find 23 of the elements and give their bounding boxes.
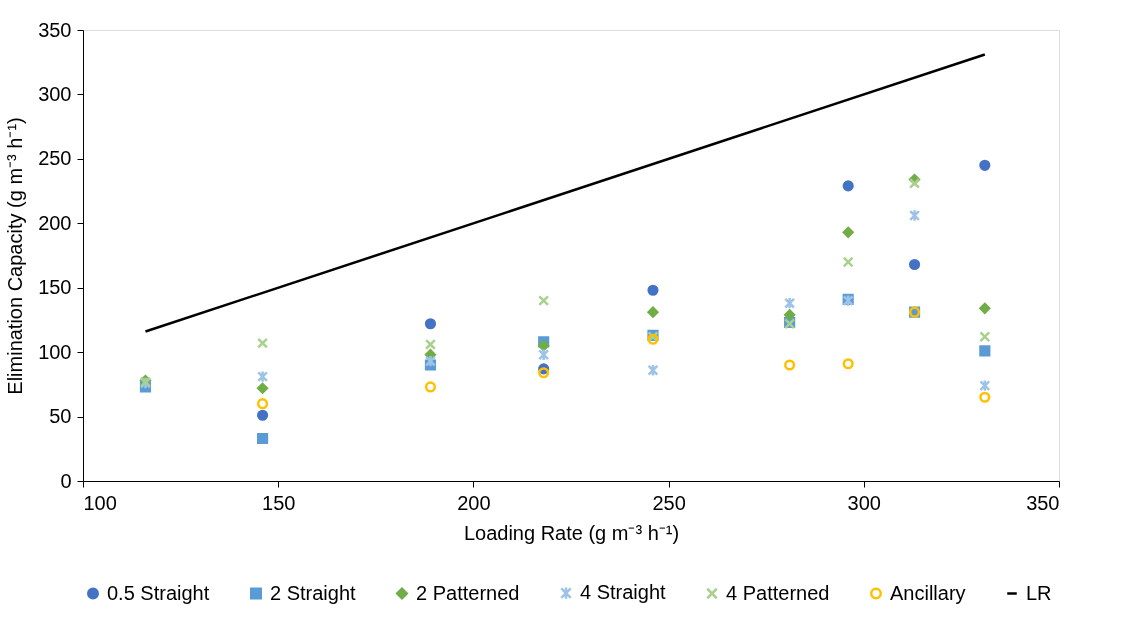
legend-label: 0.5 Straight bbox=[107, 581, 210, 604]
y-tick-label: 300 bbox=[38, 82, 72, 105]
x-tick-label: 350 bbox=[1026, 491, 1060, 514]
y-tick-label: 200 bbox=[38, 211, 72, 234]
legend-label: LR bbox=[1026, 581, 1052, 604]
x-tick-label: 100 bbox=[83, 491, 117, 514]
y-tick-label: 150 bbox=[38, 276, 72, 299]
y-tick-label: 100 bbox=[38, 340, 72, 363]
x-tick-label: 150 bbox=[262, 491, 296, 514]
y-tick-label: 0 bbox=[60, 469, 72, 492]
legend-label: Ancillary bbox=[890, 581, 966, 604]
y-tick-label: 250 bbox=[38, 147, 72, 170]
x-axis-title: Loading Rate (g m⁻³ h⁻¹) bbox=[463, 521, 680, 544]
y-tick-label: 50 bbox=[49, 405, 72, 428]
x-tick-label: 250 bbox=[652, 491, 686, 514]
y-tick-label: 350 bbox=[38, 18, 72, 41]
legend-label: 4 Straight bbox=[580, 581, 667, 604]
x-tick-label: 300 bbox=[847, 491, 881, 514]
legend-label: 2 Patterned bbox=[416, 581, 520, 604]
legend-label: 2 Straight bbox=[270, 581, 357, 604]
y-axis-title: Elimination Capacity (g m⁻³ h⁻¹) bbox=[4, 117, 27, 395]
legend-label: 4 Patterned bbox=[726, 581, 830, 604]
x-tick-label: 200 bbox=[457, 491, 491, 514]
